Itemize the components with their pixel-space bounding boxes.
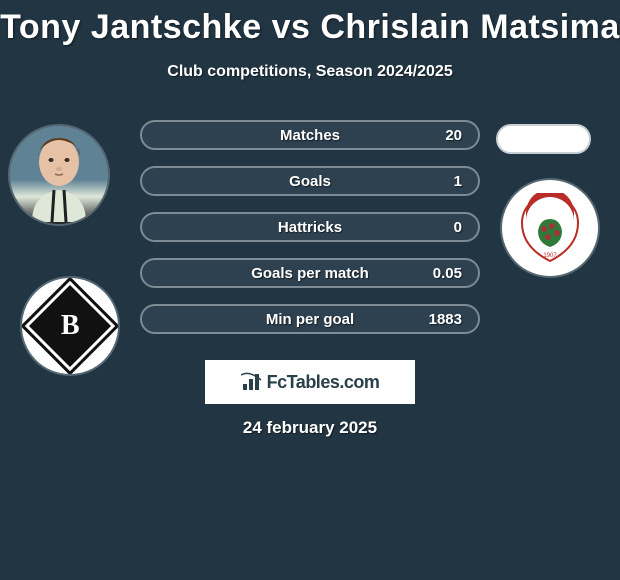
stat-right-value: 0.05 [433,260,462,286]
comparison-subtitle: Club competitions, Season 2024/2025 [0,63,620,81]
stat-right-value: 0 [454,214,462,240]
stat-center-pill: Min per goal1883 [140,304,480,334]
stat-label: Matches [142,127,478,144]
stat-right-value: 1 [454,168,462,194]
stat-center-pill: Matches20 [140,120,480,150]
stat-row: Matches20 [0,120,620,150]
brand-text: FcTables.com [267,372,380,393]
stat-label: Min per goal [142,311,478,328]
stat-center-pill: Hattricks0 [140,212,480,242]
bars-icon [241,372,263,392]
stat-label: Goals per match [142,265,478,282]
brand-box[interactable]: FcTables.com [205,360,415,404]
stat-right-value: 20 [445,122,462,148]
stat-row: Min per goal1883 [0,304,620,334]
comparison-title: Tony Jantschke vs Chrislain Matsima [0,0,620,47]
stats-area: Matches20 Goals1 Hattricks0 Goals per match… [0,120,620,350]
stat-row: Goals1 [0,166,620,196]
stat-row: Goals per match0.05 [0,258,620,288]
stat-label: Goals [142,173,478,190]
stat-label: Hattricks [142,219,478,236]
stat-right-value: 1883 [429,306,462,332]
stat-center-pill: Goals1 [140,166,480,196]
stat-center-pill: Goals per match0.05 [140,258,480,288]
stat-row: Hattricks0 [0,212,620,242]
date-line: 24 february 2025 [0,418,620,438]
